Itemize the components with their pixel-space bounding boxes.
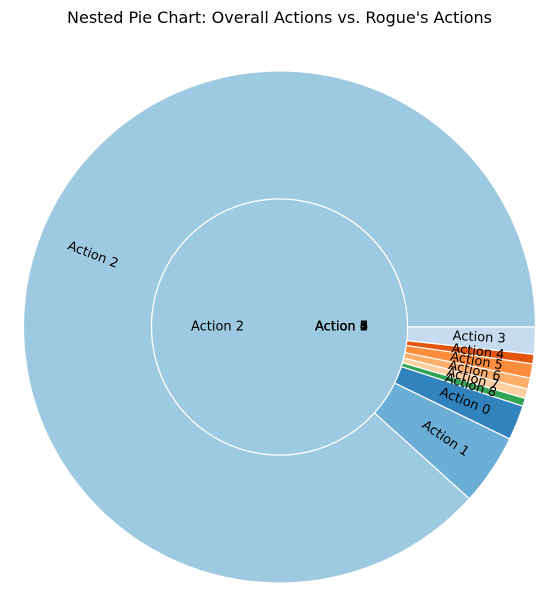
inner-label-action-2: Action 2: [191, 320, 244, 335]
inner-label-action-0: Action 0: [315, 320, 368, 335]
inner-wedge-action-2: [150, 198, 409, 456]
inner-label-action-3: Action 3: [315, 320, 368, 335]
outer-label-action-4: Action 4: [451, 341, 506, 363]
outer-label-action-3: Action 3: [452, 329, 506, 347]
chart-title: Nested Pie Chart: Overall Actions vs. Ro…: [67, 8, 492, 27]
inner-label-action-5: Action 5: [315, 320, 368, 335]
inner-label-action-8: Action 8: [315, 320, 368, 335]
inner-label-action-4: Action 4: [315, 320, 368, 335]
outer-ring: [22, 70, 537, 584]
inner-label-action-7: Action 7: [315, 320, 368, 335]
inner-label-action-6: Action 6: [315, 320, 368, 335]
inner-label-action-1: Action 1: [315, 320, 368, 335]
inner-ring: [150, 198, 409, 456]
